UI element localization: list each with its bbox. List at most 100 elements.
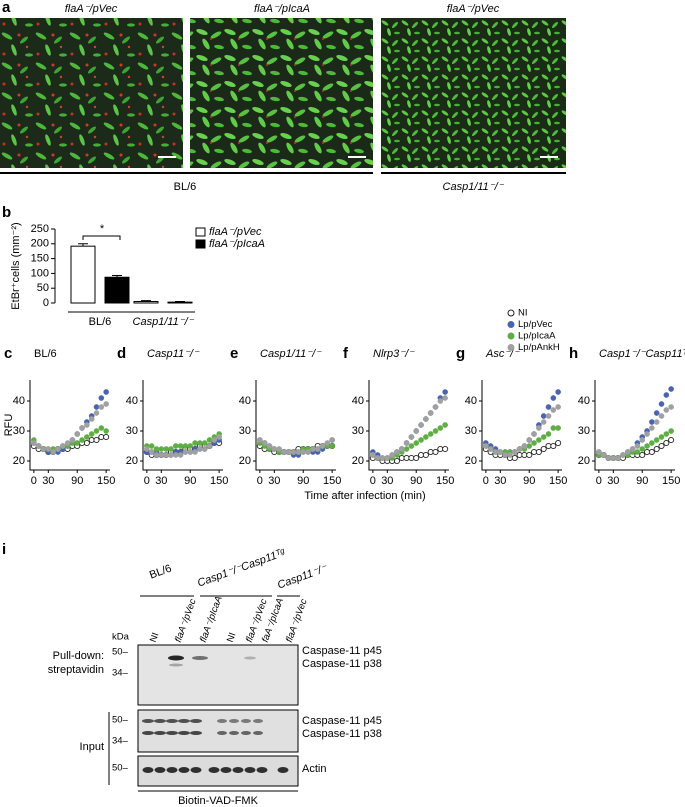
point bbox=[103, 428, 109, 434]
x-tick-label: 0 bbox=[596, 475, 602, 487]
y-tick-label: 150 bbox=[31, 253, 49, 265]
lane-label: flaA⁻/pIcaA bbox=[198, 595, 225, 644]
x-tick-label: 0 bbox=[257, 475, 263, 487]
band bbox=[217, 731, 227, 735]
point bbox=[148, 443, 155, 449]
y-tick-label: 20 bbox=[578, 455, 590, 467]
bar bbox=[70, 245, 96, 304]
x-tick-label: 90 bbox=[410, 475, 422, 487]
point bbox=[59, 443, 66, 449]
point bbox=[492, 449, 499, 455]
band bbox=[142, 719, 154, 723]
band-label: Caspase-11 p45 bbox=[302, 645, 382, 657]
panel-letter: i bbox=[2, 541, 6, 558]
point bbox=[370, 452, 376, 458]
point bbox=[663, 392, 670, 398]
y-tick-label: 40 bbox=[13, 395, 25, 407]
y-tick-label: 30 bbox=[239, 425, 251, 437]
x-tick-label: 30 bbox=[155, 475, 167, 487]
marker: 50– bbox=[112, 715, 129, 726]
point bbox=[168, 452, 174, 458]
point bbox=[192, 440, 198, 446]
point bbox=[418, 422, 424, 428]
x-tick-label: Casp1/11⁻/⁻ bbox=[133, 316, 195, 328]
legend-label: Lp/pVec bbox=[518, 319, 553, 330]
point bbox=[74, 431, 81, 437]
x-tick-label: 150 bbox=[97, 475, 115, 487]
point bbox=[658, 434, 665, 440]
point bbox=[257, 437, 263, 443]
x-tick-label: 0 bbox=[370, 475, 376, 487]
point bbox=[653, 419, 660, 425]
band bbox=[166, 719, 178, 723]
point bbox=[403, 446, 410, 452]
point bbox=[526, 437, 533, 443]
point bbox=[427, 410, 434, 416]
point bbox=[84, 422, 90, 428]
point bbox=[98, 425, 105, 431]
band-label: Caspase-11 p38 bbox=[302, 728, 382, 740]
point bbox=[639, 451, 646, 459]
point bbox=[526, 451, 533, 459]
x-tick-label: BL/6 bbox=[89, 316, 112, 328]
point bbox=[83, 439, 90, 447]
y-tick-label: 40 bbox=[126, 395, 138, 407]
point bbox=[540, 419, 547, 425]
point bbox=[610, 455, 617, 461]
point bbox=[88, 431, 95, 437]
marker: 34– bbox=[112, 736, 129, 747]
point bbox=[422, 451, 429, 459]
point bbox=[442, 395, 448, 401]
legend-label: Lp/pAnkH bbox=[518, 342, 560, 353]
point bbox=[668, 386, 674, 392]
point bbox=[535, 448, 542, 456]
band bbox=[178, 719, 190, 723]
point bbox=[442, 422, 448, 428]
point bbox=[216, 434, 222, 440]
point bbox=[413, 440, 420, 446]
point bbox=[663, 439, 670, 447]
band bbox=[142, 767, 154, 773]
point bbox=[295, 449, 302, 455]
x-tick-label: 90 bbox=[71, 475, 83, 487]
band bbox=[154, 731, 166, 735]
x-axis-label: Time after infection (min) bbox=[304, 490, 425, 502]
point bbox=[197, 446, 203, 452]
y-tick-label: 30 bbox=[465, 425, 477, 437]
point bbox=[550, 442, 557, 450]
point bbox=[555, 389, 561, 395]
chart-title: BL/6 bbox=[34, 348, 57, 360]
point bbox=[668, 404, 674, 410]
point bbox=[550, 425, 557, 431]
kda-label: kDa bbox=[112, 632, 130, 643]
point bbox=[555, 439, 562, 447]
point bbox=[653, 445, 660, 453]
point bbox=[206, 437, 213, 443]
point bbox=[285, 449, 292, 455]
point bbox=[398, 446, 405, 452]
y-axis-label: EtBr⁺cells (mm⁻²) bbox=[10, 222, 22, 309]
point bbox=[507, 452, 513, 458]
axes bbox=[594, 380, 675, 471]
band bbox=[190, 731, 202, 735]
y-tick-label: 20 bbox=[126, 455, 138, 467]
point bbox=[432, 448, 439, 456]
group-label: BL/6 bbox=[174, 181, 197, 193]
lane-label: NI bbox=[225, 631, 239, 644]
blot bbox=[137, 644, 299, 706]
x-tick-label: 90 bbox=[297, 475, 309, 487]
point bbox=[437, 398, 444, 404]
point bbox=[526, 443, 533, 449]
point bbox=[64, 440, 71, 446]
blot bbox=[137, 709, 299, 753]
point bbox=[98, 404, 105, 410]
y-tick-label: 250 bbox=[31, 223, 49, 235]
x-tick-label: 30 bbox=[42, 475, 54, 487]
band-label: Caspase-11 p38 bbox=[302, 658, 382, 670]
y-axis-label: RFU bbox=[3, 414, 15, 437]
point bbox=[93, 436, 100, 444]
y-tick-label: 30 bbox=[126, 425, 138, 437]
point bbox=[393, 457, 401, 465]
group-label: BL/6 bbox=[148, 563, 173, 582]
bar bbox=[133, 301, 159, 304]
